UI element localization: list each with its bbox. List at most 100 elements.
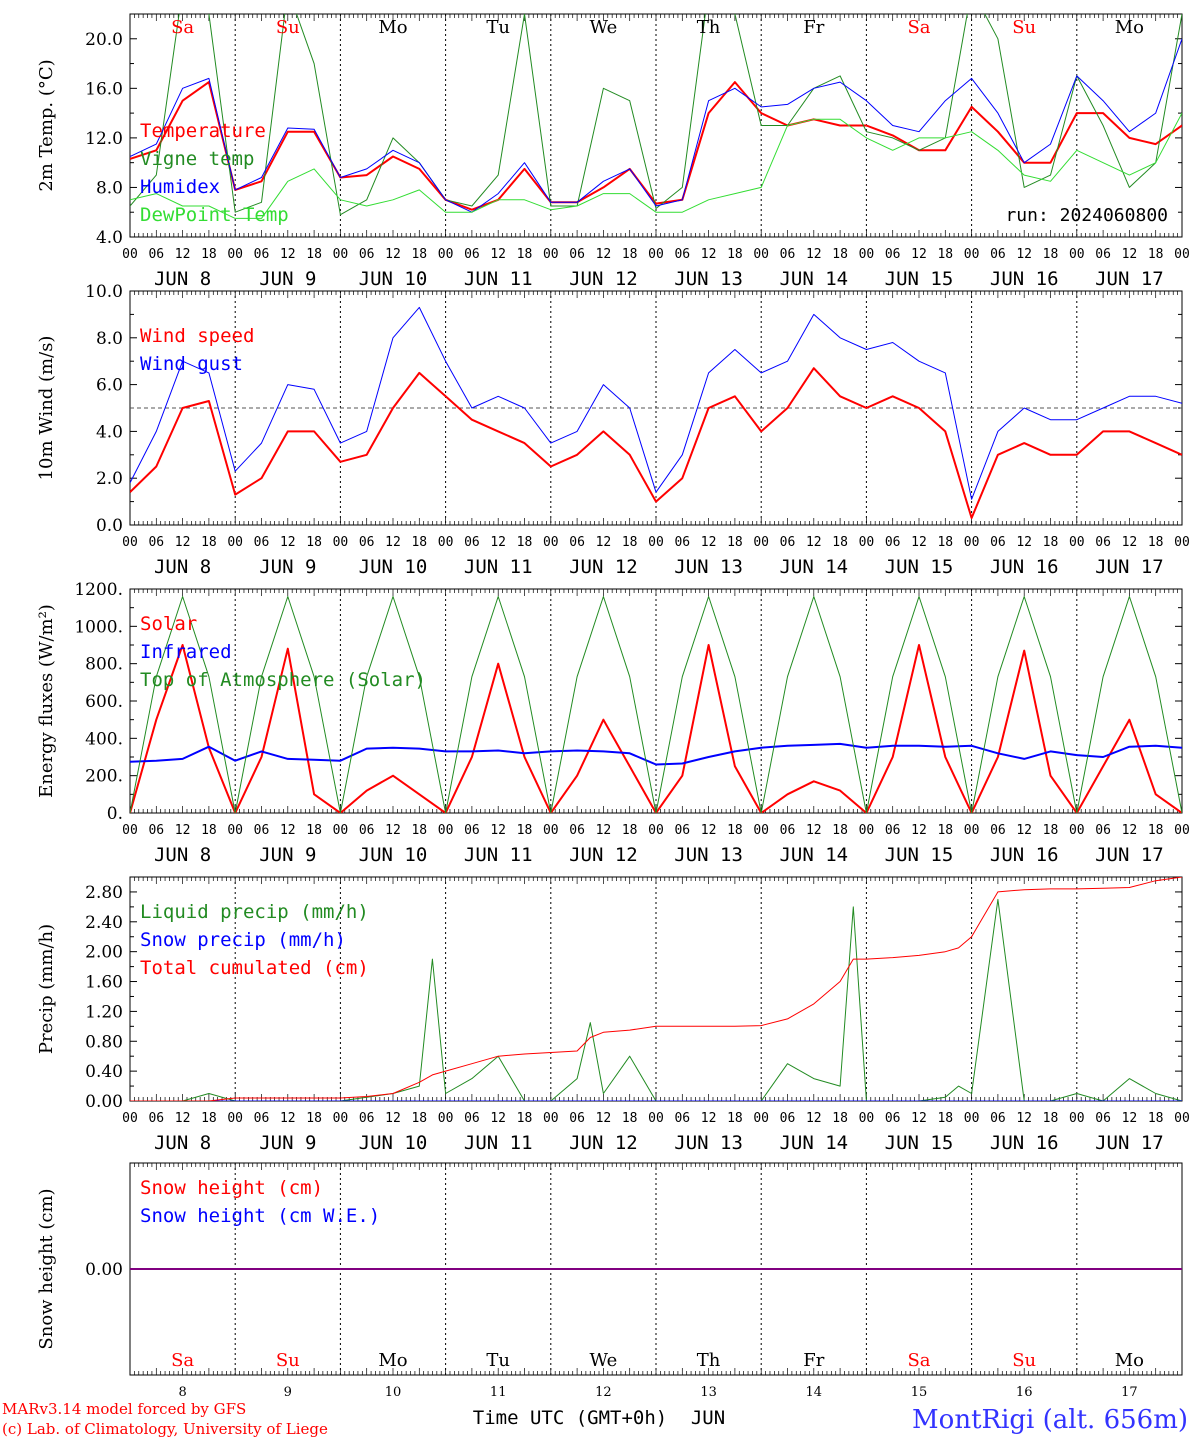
hour-tick-label: 12	[1016, 1111, 1032, 1126]
hour-ticks	[129, 877, 1183, 1101]
hour-tick-label: 06	[885, 1111, 901, 1126]
day-number-label: 8	[178, 1385, 186, 1400]
date-label: JUN 10	[359, 268, 428, 290]
date-label: JUN 15	[885, 556, 954, 578]
hour-ticks	[129, 291, 1183, 525]
date-label: JUN 12	[569, 268, 638, 290]
date-label: JUN 12	[569, 844, 638, 866]
y-tick-label: 1200.	[74, 580, 123, 600]
hour-tick-label: 06	[359, 247, 375, 262]
hour-tick-label: 12	[1016, 535, 1032, 550]
date-label: JUN 8	[154, 556, 211, 578]
weekday-label: Su	[1012, 1350, 1036, 1371]
hour-tick-label: 06	[1095, 247, 1111, 262]
date-label: JUN 13	[674, 268, 743, 290]
series-line-vigne-temp	[130, 14, 1182, 216]
legend-entry: Wind speed	[140, 325, 254, 347]
hour-tick-label: 06	[464, 823, 480, 838]
hour-tick-label: 00	[859, 535, 875, 550]
hour-tick-label: 00	[543, 1111, 559, 1126]
y-tick-label: 800.	[85, 655, 123, 675]
day-number-label: 9	[284, 1385, 292, 1400]
hour-tick-label: 18	[306, 247, 322, 262]
hour-tick-label: 00	[964, 1111, 980, 1126]
hour-tick-label: 18	[517, 535, 533, 550]
hour-tick-label: 00	[438, 1111, 454, 1126]
weekday-label: Fr	[803, 17, 824, 38]
hour-tick-label: 18	[832, 823, 848, 838]
series-line-wind-speed	[130, 367, 1182, 519]
y-tick-label: 200.	[85, 767, 123, 787]
hour-tick-label: 00	[964, 823, 980, 838]
hour-tick-label: 18	[201, 535, 217, 550]
hour-tick-label: 12	[1122, 823, 1138, 838]
series-line-solar	[130, 644, 1182, 813]
y-tick-label: 8.0	[96, 329, 123, 349]
hour-tick-label: 12	[385, 535, 401, 550]
hour-tick-label: 06	[148, 535, 164, 550]
hour-tick-label: 12	[1122, 247, 1138, 262]
y-tick-label: 0.00	[85, 1260, 123, 1280]
y-tick-label: 1.20	[85, 1002, 123, 1022]
hour-tick-label: 00	[438, 247, 454, 262]
weekday-label: Su	[276, 1350, 300, 1371]
y-tick-label: 20.0	[85, 30, 123, 50]
y-tick-label: 0.00	[85, 1092, 123, 1112]
hour-tick-label: 18	[517, 823, 533, 838]
hour-tick-label: 18	[1043, 823, 1059, 838]
hour-tick-label: 12	[596, 535, 612, 550]
legend-entry: Solar	[140, 613, 197, 635]
hour-tick-label: 00	[964, 247, 980, 262]
hour-tick-label: 18	[937, 823, 953, 838]
hour-tick-label: 12	[911, 535, 927, 550]
x-axis-label: Time UTC (GMT+0h)	[473, 1407, 667, 1429]
y-tick-label: 1.60	[85, 973, 123, 993]
hour-tick-label: 06	[254, 535, 270, 550]
hour-tick-label: 18	[411, 247, 427, 262]
hour-tick-label: 00	[1174, 535, 1190, 550]
hour-tick-label: 12	[911, 823, 927, 838]
hour-tick-label: 00	[753, 1111, 769, 1126]
weekday-label: Sa	[907, 1350, 930, 1371]
hour-tick-label: 06	[990, 535, 1006, 550]
hour-ticks	[129, 1163, 1183, 1375]
series-line-humidex	[130, 38, 1182, 213]
hour-tick-label: 18	[1148, 247, 1164, 262]
date-label: JUN 16	[990, 556, 1059, 578]
hour-tick-label: 12	[701, 247, 717, 262]
hour-tick-label: 06	[254, 1111, 270, 1126]
hour-tick-label: 06	[569, 247, 585, 262]
hour-tick-label: 12	[490, 1111, 506, 1126]
day-number-label: 16	[1016, 1385, 1033, 1400]
hour-tick-label: 12	[385, 823, 401, 838]
hour-tick-label: 12	[806, 247, 822, 262]
date-label: JUN 16	[990, 268, 1059, 290]
hour-tick-label: 00	[859, 1111, 875, 1126]
hour-tick-label: 18	[937, 247, 953, 262]
legend-entry: Top of Atmosphere (Solar)	[140, 669, 426, 691]
weekday-label: Mo	[378, 1350, 407, 1371]
hour-tick-label: 18	[727, 823, 743, 838]
y-axis-label: Precip (mm/h)	[36, 924, 57, 1054]
hour-tick-label: 06	[148, 1111, 164, 1126]
series-line-top-of-atmosphere-solar-	[130, 596, 1182, 813]
hour-tick-label: 06	[780, 823, 796, 838]
station-title: MontRigi (alt. 656m)	[912, 1405, 1188, 1435]
hour-tick-label: 06	[674, 535, 690, 550]
panel-temp: 4.0 8.0 12.0 16.0 20.0 2m Temp. (°C) Temperatu…	[36, 13, 1190, 290]
hour-tick-label: 00	[227, 1111, 243, 1126]
hour-tick-label: 06	[780, 1111, 796, 1126]
hour-tick-label: 12	[806, 823, 822, 838]
panel-wind: 0.0 2.0 4.0 6.0 8.0 10.0 10m Wind (m/s) Wind sp…	[36, 282, 1190, 578]
series-line-liquid-precip-mm-h-	[130, 898, 1182, 1101]
hour-tick-label: 12	[1016, 823, 1032, 838]
y-tick-label: 1000.	[74, 617, 123, 637]
day-number-label: 13	[700, 1385, 717, 1400]
hour-tick-label: 00	[859, 247, 875, 262]
hour-tick-label: 00	[438, 823, 454, 838]
hour-tick-label: 12	[280, 247, 296, 262]
series-line-temperature	[130, 81, 1182, 211]
weekday-label: Sa	[171, 1350, 194, 1371]
hour-tick-label: 12	[385, 247, 401, 262]
